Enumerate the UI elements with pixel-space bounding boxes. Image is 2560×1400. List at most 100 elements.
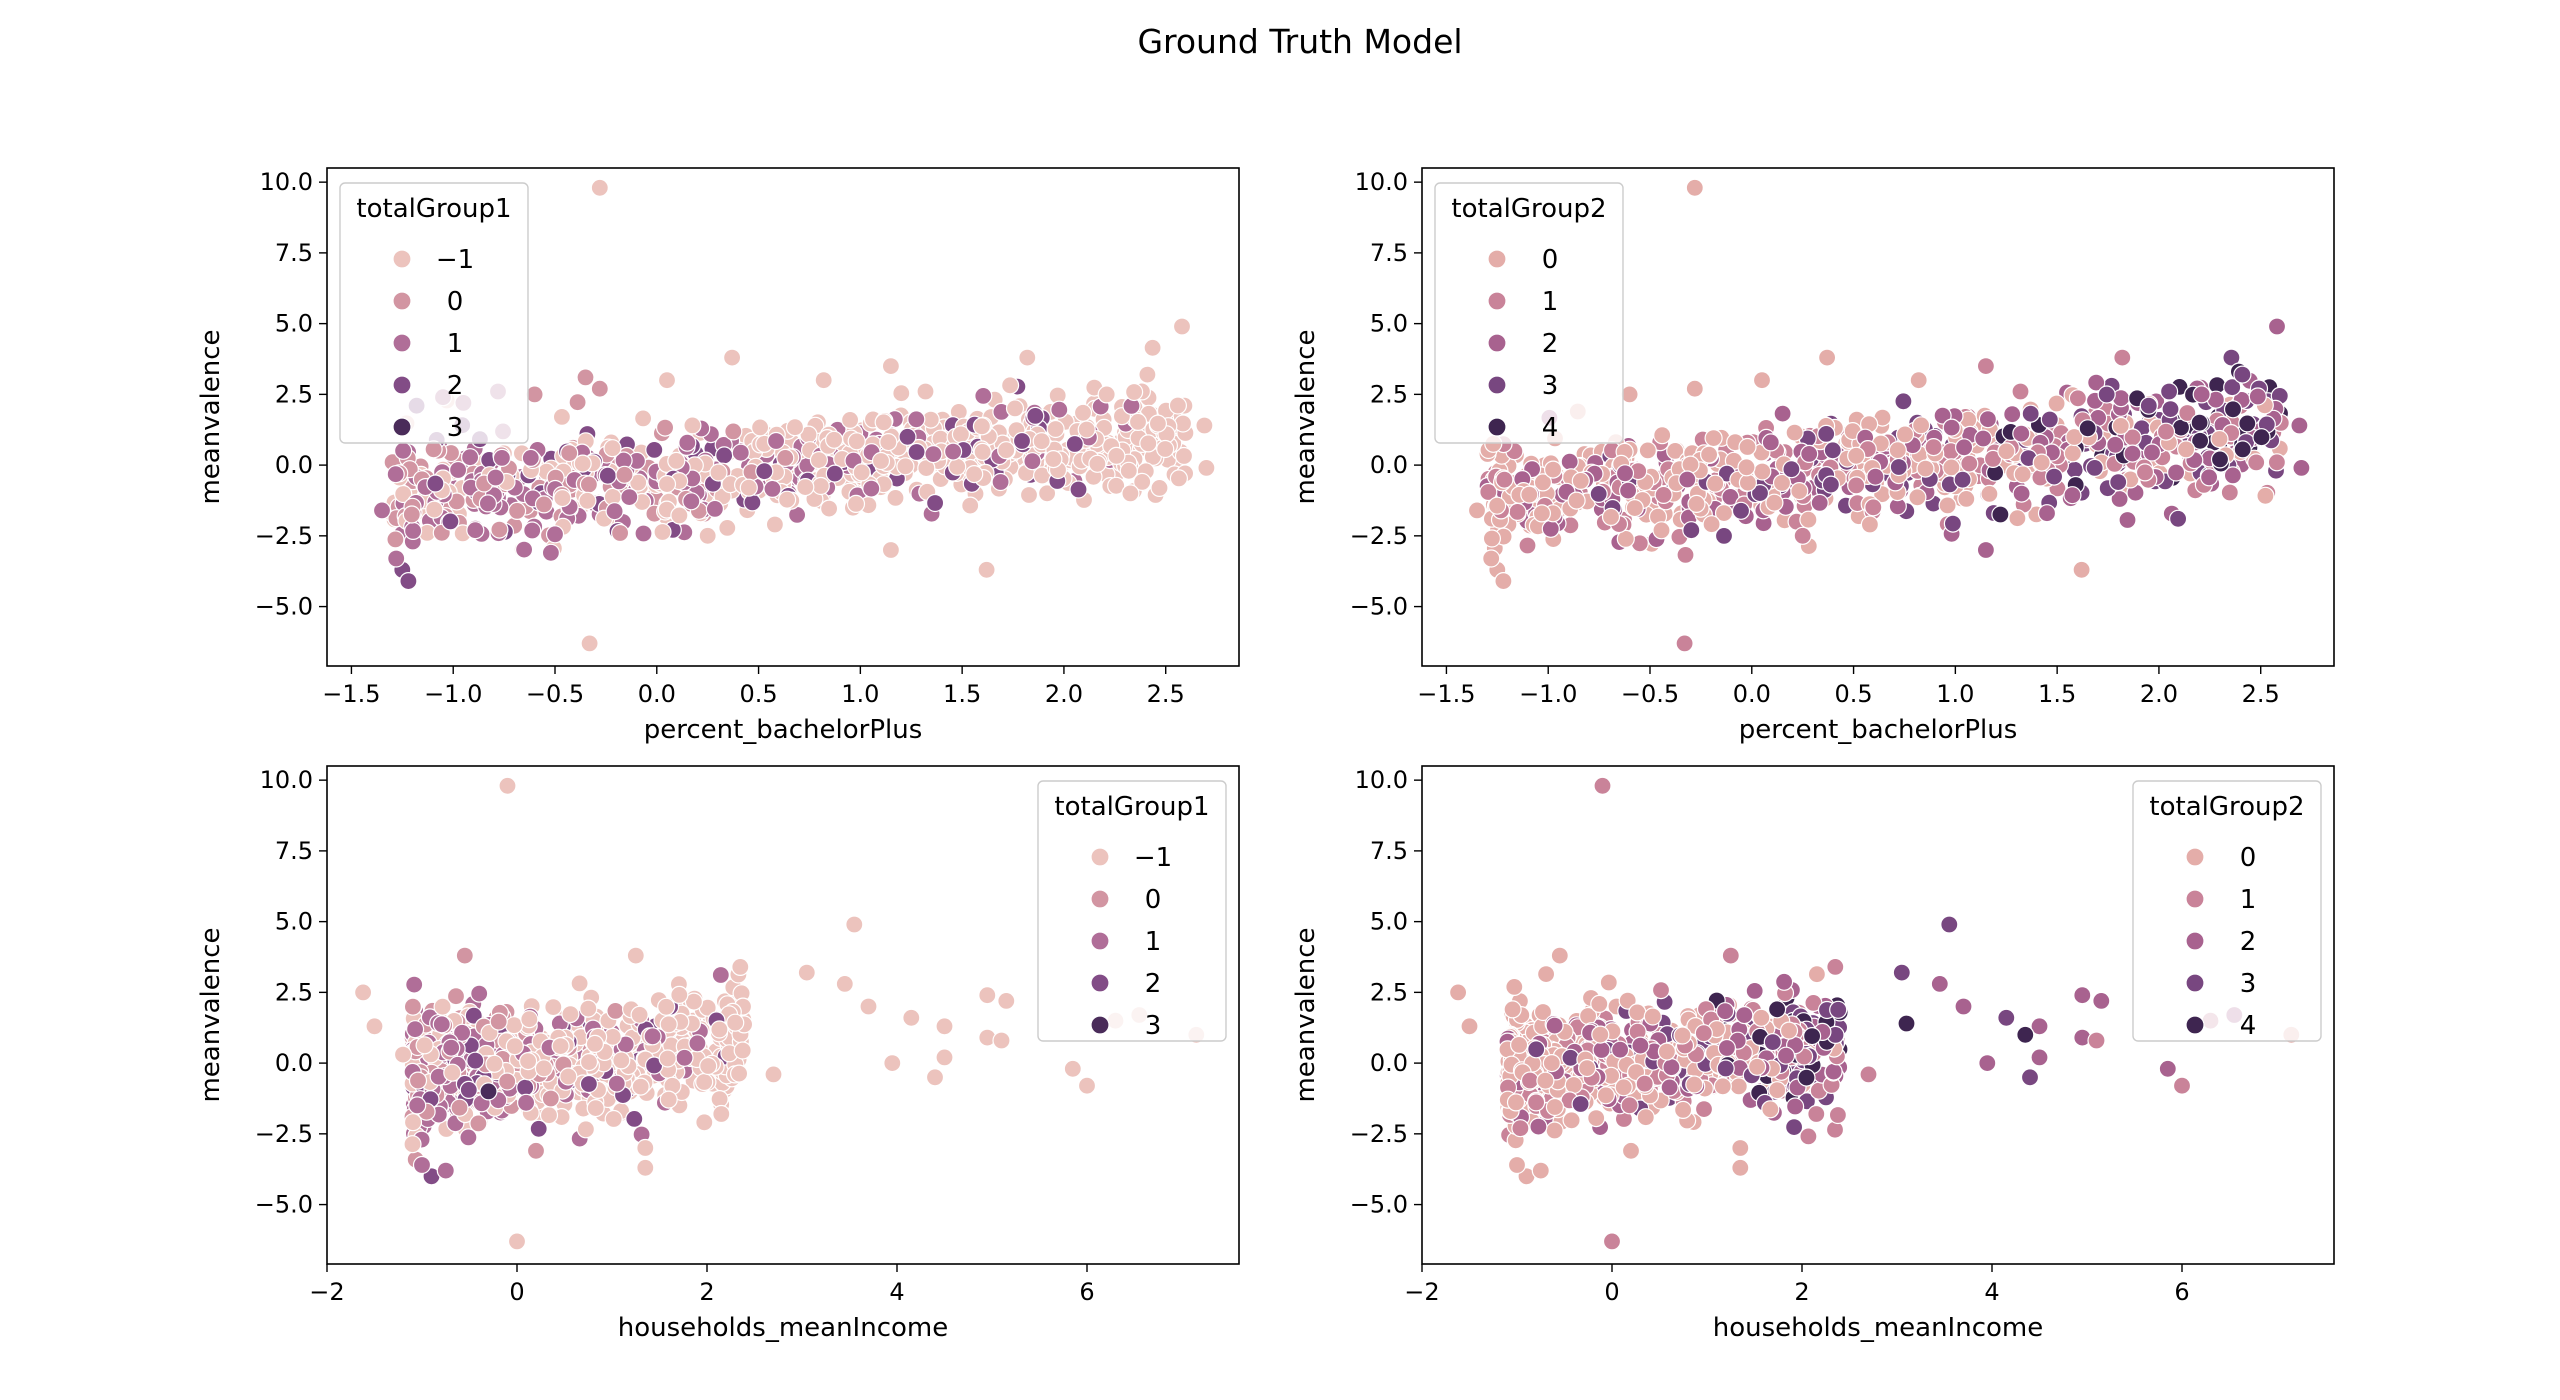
scatter-point xyxy=(1631,1036,1650,1055)
scatter-point xyxy=(1978,1053,1997,1073)
scatter-point xyxy=(603,439,622,458)
scatter-point xyxy=(1073,403,1093,422)
subplot-1: −1.5 −1.0 −0.5 0.0 0.5 1.0 1.5 2.0 2.5 −5.0 −2.5 0.… xyxy=(196,167,1240,745)
scatter-point xyxy=(1479,482,1498,502)
x-tick-label: 4 xyxy=(889,1278,904,1306)
scatter-point xyxy=(2290,416,2309,435)
scatter-point xyxy=(1960,454,1979,473)
scatter-point xyxy=(1738,473,1758,492)
scatter-point xyxy=(2267,317,2287,336)
y-tick-label: 5.0 xyxy=(1370,310,1408,338)
legend-entry-label: 4 xyxy=(1542,413,1559,443)
scatter-point xyxy=(2020,1068,2040,1087)
scatter-point xyxy=(408,1071,428,1090)
scatter-point xyxy=(606,1001,625,1021)
scatter-point xyxy=(1657,1042,1677,1061)
scatter-point xyxy=(1860,515,1880,534)
scatter-point xyxy=(1980,484,1999,503)
scatter-point xyxy=(1735,1005,1754,1025)
y-tick-label: −5.0 xyxy=(1350,1191,1408,1219)
scatter-point xyxy=(1799,510,1818,529)
scatter-point xyxy=(1448,983,1468,1002)
scatter-point xyxy=(924,445,943,464)
scatter-point xyxy=(670,506,689,525)
scatter-point xyxy=(797,963,816,982)
scatter-point xyxy=(2167,463,2186,482)
scatter-point xyxy=(490,520,509,539)
scatter-point xyxy=(1156,439,1175,459)
scatter-point xyxy=(1916,459,1935,478)
y-tick-label: −2.5 xyxy=(1350,522,1408,550)
scatter-point xyxy=(403,997,422,1016)
scatter-point xyxy=(2172,1076,2192,1095)
scatter-point xyxy=(718,518,737,538)
scatter-point xyxy=(1761,433,1780,452)
legend-entry-label: 0 xyxy=(447,287,464,317)
scatter-point xyxy=(670,985,689,1005)
scatter-point xyxy=(568,393,587,412)
scatter-point xyxy=(1506,1093,1526,1112)
scatter-point xyxy=(2191,431,2210,450)
scatter-point xyxy=(1715,1002,1735,1021)
x-tick-label: 1.0 xyxy=(841,680,879,708)
scatter-point xyxy=(1933,406,1952,425)
scatter-point xyxy=(610,523,630,543)
scatter-point xyxy=(1169,469,1189,488)
scatter-point xyxy=(1767,1000,1787,1019)
scatter-point xyxy=(541,543,561,562)
scatter-point xyxy=(1591,1025,1610,1044)
legend-entry-label: 2 xyxy=(1145,969,1162,999)
scatter-point xyxy=(1571,471,1590,490)
scatter-point xyxy=(1518,536,1537,555)
scatter-point xyxy=(1545,1097,1565,1117)
scatter-point xyxy=(1564,1075,1583,1095)
scatter-point xyxy=(386,465,405,484)
subplot-3: −2 0 2 4 6 −5.0 −2.5 0.0 2.5 5.0 7.5 10.0 households… xyxy=(196,765,1240,1343)
scatter-point xyxy=(1731,1158,1750,1177)
scatter-point xyxy=(997,991,1016,1011)
scatter-point xyxy=(1023,452,1042,471)
scatter-point xyxy=(459,1128,478,1147)
scatter-point xyxy=(1571,1094,1590,1114)
scatter-point xyxy=(1817,348,1837,367)
scatter-point xyxy=(372,501,392,520)
scatter-point xyxy=(755,462,774,481)
scatter-point xyxy=(659,1015,678,1034)
scatter-point xyxy=(2032,453,2051,472)
scatter-point xyxy=(2078,419,2097,438)
scatter-point xyxy=(1545,1016,1564,1035)
scatter-point xyxy=(965,465,984,484)
scatter-point xyxy=(573,454,592,473)
scatter-point xyxy=(1599,973,1618,992)
scatter-point xyxy=(1121,484,1140,503)
scatter-point xyxy=(615,465,634,484)
scatter-point xyxy=(1037,484,1057,503)
legend: totalGroup1 −1 0 1 2 3 xyxy=(1037,780,1227,1042)
x-tick-label: −1.5 xyxy=(1417,680,1475,708)
scatter-point xyxy=(902,1008,921,1027)
legend-marker xyxy=(2185,847,2205,867)
scatter-point xyxy=(2123,444,2142,463)
scatter-point xyxy=(658,1049,677,1068)
scatter-point xyxy=(1714,526,1734,546)
scatter-point xyxy=(1889,457,1908,477)
legend-marker xyxy=(1487,375,1507,395)
scatter-point xyxy=(1063,1059,1082,1078)
scatter-point xyxy=(579,1052,599,1072)
scatter-point xyxy=(1050,400,1069,419)
scatter-point xyxy=(1533,473,1553,492)
scatter-point xyxy=(1660,1078,1679,1097)
scatter-point xyxy=(1721,946,1740,965)
scatter-point xyxy=(1924,438,1943,457)
scatter-point xyxy=(1721,487,1740,506)
y-tick-label: 7.5 xyxy=(1370,239,1408,267)
scatter-point xyxy=(883,1053,902,1073)
scatter-point xyxy=(1128,412,1148,431)
y-tick-label: −5.0 xyxy=(255,1191,313,1219)
scatter-points xyxy=(1448,776,2301,1251)
legend-marker xyxy=(1487,333,1507,353)
scatter-point xyxy=(1699,445,1719,464)
x-tick-label: 0.5 xyxy=(739,680,777,708)
scatter-point xyxy=(886,488,905,507)
